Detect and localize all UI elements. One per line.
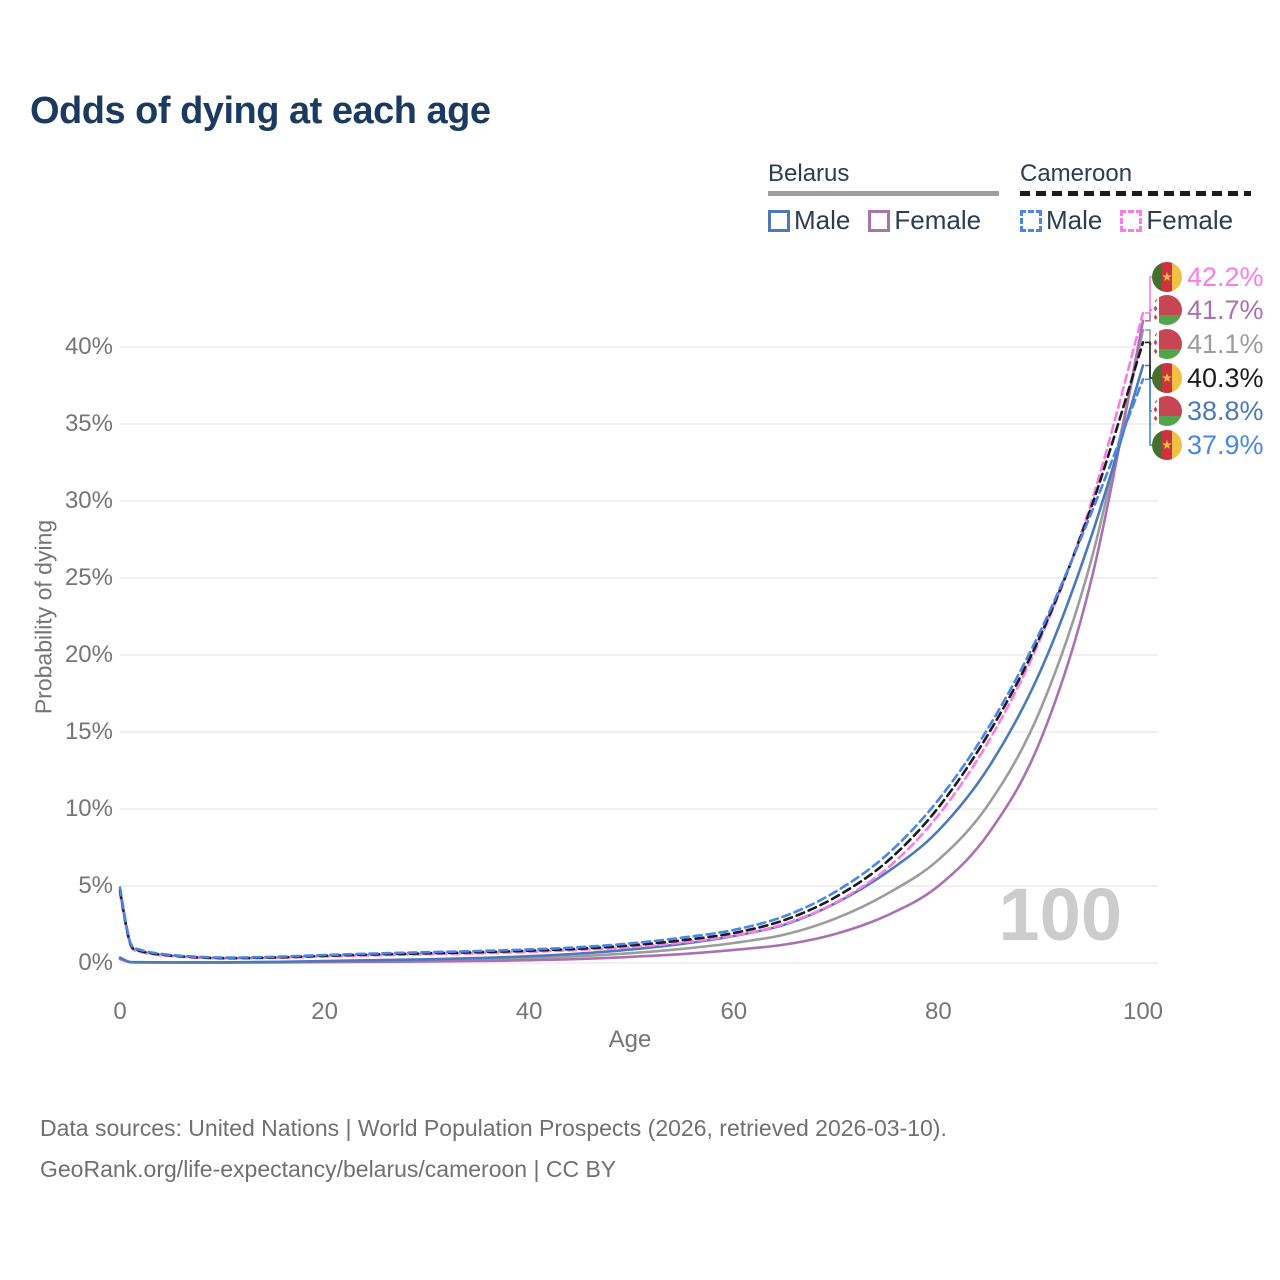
cameroon-male-swatch-icon: [1020, 209, 1042, 232]
y-tick-25pct: 25%: [64, 564, 113, 591]
age-counter-watermark: 100: [998, 873, 1122, 956]
x-tick-40: 40: [515, 998, 543, 1025]
legend-cameroon-underline: [1020, 191, 1252, 196]
y-axis-title: Probability of dying: [30, 519, 57, 715]
y-tick-10pct: 10%: [64, 795, 113, 822]
series-line-belarus-female[interactable]: [118, 319, 1145, 964]
belarus-male-swatch-icon: [768, 209, 790, 232]
end-label-belarus-female: 41.7%: [1152, 294, 1264, 326]
end-label-value: 41.7%: [1187, 294, 1264, 325]
data-sources-line2: GeoRank.org/life-expectancy/belarus/came…: [40, 1156, 617, 1182]
x-axis-title: Age: [608, 1026, 652, 1053]
cameroon-flag-icon: [1152, 430, 1182, 460]
y-tick-40pct: 40%: [64, 333, 113, 360]
legend-item-label: Male: [794, 205, 851, 235]
series-line-cameroon-female[interactable]: [118, 311, 1145, 960]
end-label-value: 38.8%: [1187, 395, 1264, 426]
page-title: Odds of dying at each age: [30, 90, 491, 132]
legend-item-cameroon-female[interactable]: Female: [1120, 205, 1233, 236]
data-sources-line1: Data sources: United Nations | World Pop…: [40, 1115, 947, 1141]
legend-item-label: Female: [894, 205, 982, 235]
y-tick-0pct: 0%: [78, 949, 113, 976]
x-tick-20: 20: [311, 998, 338, 1025]
end-label-value: 42.2%: [1187, 261, 1264, 292]
belarus-flag-icon: [1152, 396, 1182, 426]
legend-item-label: Male: [1046, 205, 1103, 235]
x-tick-60: 60: [720, 998, 748, 1025]
legend-belarus-header: Belarus: [768, 160, 850, 187]
series-line-belarus-male[interactable]: [118, 364, 1145, 964]
end-label-value: 41.1%: [1187, 328, 1264, 359]
y-tick-35pct: 35%: [64, 410, 113, 437]
cameroon-flag-icon: [1152, 363, 1182, 393]
legend-cameroon-header: Cameroon: [1020, 160, 1133, 187]
legend-item-label: Female: [1146, 205, 1234, 235]
cameroon-flag-icon: [1152, 262, 1182, 292]
legend-item-cameroon-male[interactable]: Male: [1020, 205, 1102, 236]
series-line-cameroon-male[interactable]: [118, 378, 1145, 959]
legend-cameroon-items: Male Female: [1020, 205, 1251, 236]
y-tick-20pct: 20%: [64, 641, 113, 668]
legend-belarus-underline: [768, 191, 1000, 196]
end-label-value: 40.3%: [1187, 362, 1264, 393]
end-label-value: 37.9%: [1187, 429, 1264, 460]
series-line-cameroon-total[interactable]: [118, 341, 1145, 960]
cameroon-female-swatch-icon: [1120, 209, 1143, 232]
end-label-cameroon-total: 40.3%: [1152, 362, 1264, 394]
legend-item-belarus-female[interactable]: Female: [868, 205, 981, 236]
belarus-flag-icon: [1152, 295, 1182, 325]
x-tick-0: 0: [113, 998, 127, 1025]
legend-group-belarus: Belarus Male Female: [768, 160, 1000, 236]
y-tick-30pct: 30%: [64, 487, 113, 514]
data-sources: Data sources: United Nations | World Pop…: [40, 1108, 947, 1190]
series-line-belarus-total[interactable]: [118, 328, 1145, 964]
legend-belarus-items: Male Female: [768, 205, 999, 236]
belarus-female-swatch-icon: [868, 209, 891, 232]
legend-item-belarus-male[interactable]: Male: [768, 205, 850, 236]
legend-group-cameroon: Cameroon Male Female: [1020, 160, 1252, 236]
y-tick-15pct: 15%: [64, 718, 113, 745]
end-label-belarus-total: 41.1%: [1152, 328, 1264, 360]
belarus-flag-icon: [1152, 329, 1182, 359]
end-label-belarus-male: 38.8%: [1152, 395, 1264, 427]
end-label-cameroon-male: 37.9%: [1152, 429, 1264, 461]
x-tick-100: 100: [1122, 998, 1164, 1025]
end-label-cameroon-female: 42.2%: [1152, 261, 1264, 293]
y-tick-5pct: 5%: [78, 872, 113, 899]
x-tick-80: 80: [925, 998, 952, 1025]
